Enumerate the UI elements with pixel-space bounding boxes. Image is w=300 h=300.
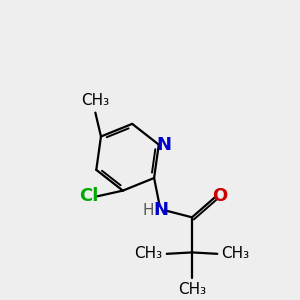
Text: Cl: Cl <box>80 187 99 205</box>
Text: H: H <box>143 203 154 218</box>
Text: N: N <box>156 136 171 154</box>
Text: N: N <box>154 201 169 219</box>
Text: O: O <box>212 187 227 205</box>
Text: CH₃: CH₃ <box>81 93 110 108</box>
Text: CH₃: CH₃ <box>134 246 163 261</box>
Text: CH₃: CH₃ <box>178 282 206 297</box>
Text: CH₃: CH₃ <box>221 246 250 261</box>
